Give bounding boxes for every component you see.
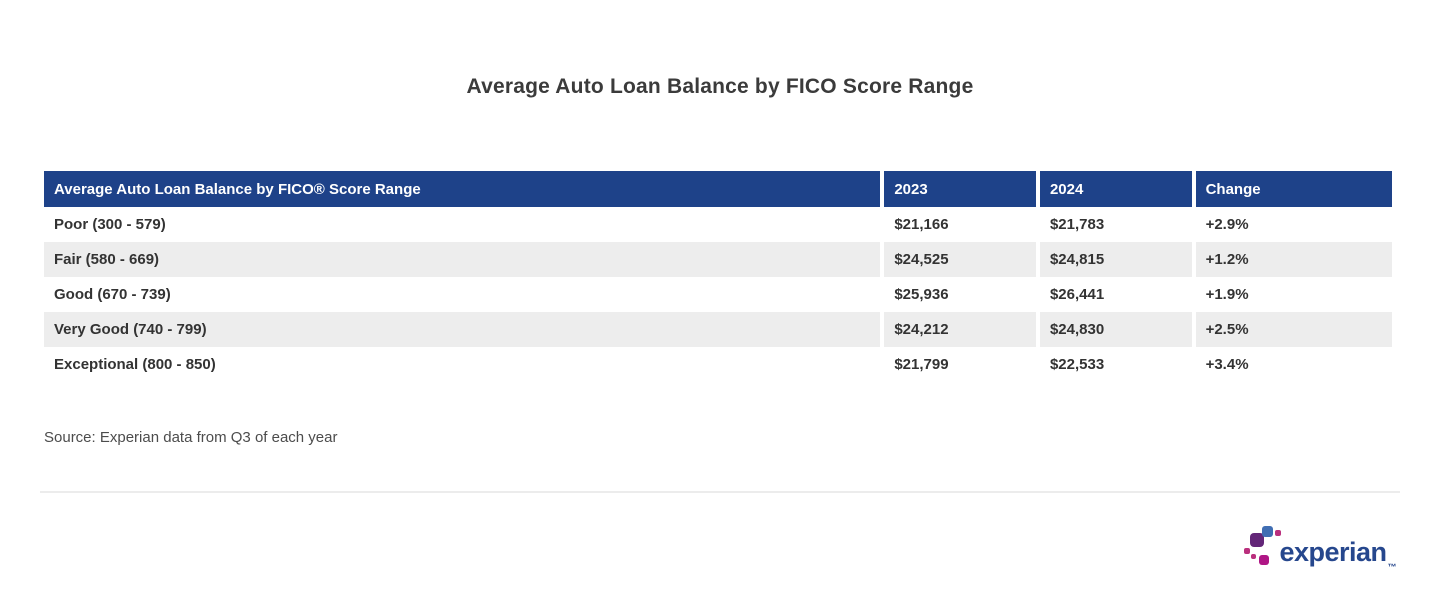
marque-pink-dot	[1251, 554, 1257, 559]
experian-logo: experian™	[1243, 524, 1396, 572]
column-header-change: Change	[1195, 171, 1392, 207]
table-header-row: Average Auto Loan Balance by FICO® Score…	[44, 171, 1392, 207]
marque-pink-dot	[1275, 530, 1282, 536]
value-2023: $21,166	[884, 207, 1036, 242]
value-2024: $24,830	[1039, 312, 1192, 347]
source-note: Source: Experian data from Q3 of each ye…	[44, 429, 338, 446]
marque-purple-square	[1250, 533, 1265, 547]
divider-line	[40, 491, 1400, 493]
experian-marque-icon	[1243, 524, 1283, 570]
value-change: +1.2%	[1195, 242, 1392, 277]
value-2024: $26,441	[1039, 277, 1192, 312]
row-label: Poor (300 - 579)	[44, 207, 881, 242]
value-2024: $21,783	[1039, 207, 1192, 242]
table-row: Very Good (740 - 799) $24,212 $24,830 +2…	[44, 312, 1392, 347]
marque-pink-dot	[1244, 548, 1251, 554]
column-header-category: Average Auto Loan Balance by FICO® Score…	[44, 171, 881, 207]
marque-magenta-square	[1259, 555, 1270, 565]
column-header-2023: 2023	[884, 171, 1036, 207]
table-row: Exceptional (800 - 850) $21,799 $22,533 …	[44, 347, 1392, 382]
trademark-symbol: ™	[1387, 562, 1397, 572]
column-header-2024: 2024	[1039, 171, 1192, 207]
value-2024: $24,815	[1039, 242, 1192, 277]
table-row: Poor (300 - 579) $21,166 $21,783 +2.9%	[44, 207, 1392, 242]
table-row: Good (670 - 739) $25,936 $26,441 +1.9%	[44, 277, 1392, 312]
value-2023: $25,936	[884, 277, 1036, 312]
value-change: +2.5%	[1195, 312, 1392, 347]
value-change: +3.4%	[1195, 347, 1392, 382]
row-label: Very Good (740 - 799)	[44, 312, 881, 347]
row-label: Exceptional (800 - 850)	[44, 347, 881, 382]
table-row: Fair (580 - 669) $24,525 $24,815 +1.2%	[44, 242, 1392, 277]
value-2023: $24,212	[884, 312, 1036, 347]
row-label: Fair (580 - 669)	[44, 242, 881, 277]
page-title: Average Auto Loan Balance by FICO Score …	[466, 75, 974, 98]
value-change: +2.9%	[1195, 207, 1392, 242]
fico-balance-table: Average Auto Loan Balance by FICO® Score…	[40, 171, 1396, 382]
value-2023: $24,525	[884, 242, 1036, 277]
value-2024: $22,533	[1039, 347, 1192, 382]
marque-blue-square	[1262, 526, 1274, 537]
value-2023: $21,799	[884, 347, 1036, 382]
value-change: +1.9%	[1195, 277, 1392, 312]
experian-wordmark: experian™	[1279, 537, 1396, 572]
experian-wordmark-text: experian	[1279, 537, 1387, 567]
row-label: Good (670 - 739)	[44, 277, 881, 312]
